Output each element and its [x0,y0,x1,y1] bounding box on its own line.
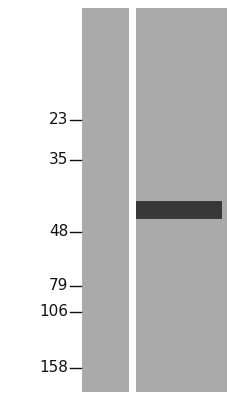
Text: 158: 158 [39,360,68,376]
Bar [135,8,226,392]
Bar [135,201,221,219]
Text: 23: 23 [49,112,68,128]
Text: 35: 35 [49,152,68,168]
Bar [82,8,128,392]
Text: 106: 106 [39,304,68,320]
Text: 48: 48 [49,224,68,240]
Text: 79: 79 [49,278,68,294]
